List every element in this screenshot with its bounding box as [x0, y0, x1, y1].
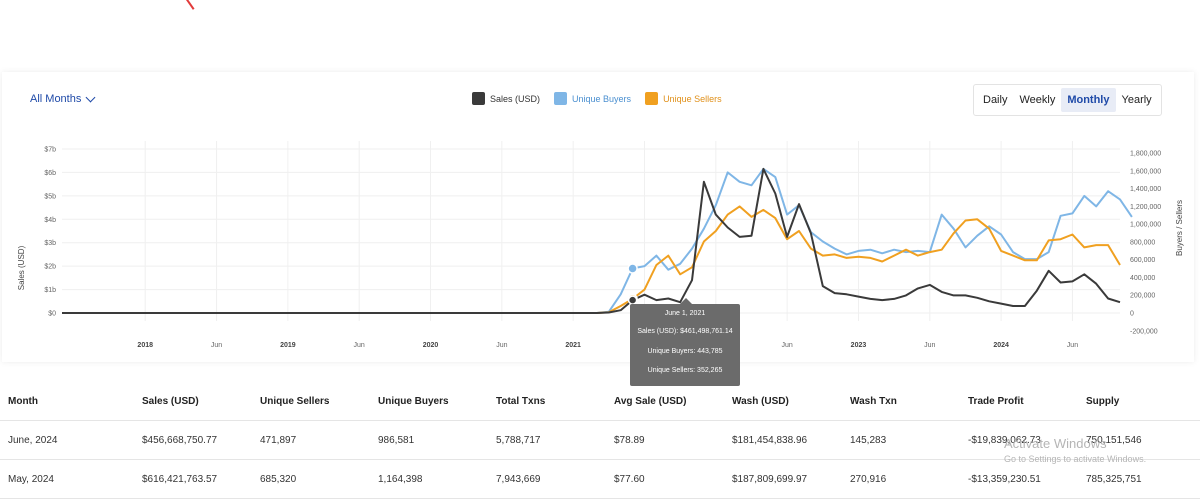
period-weekly-button[interactable]: Weekly — [1019, 94, 1056, 106]
y-right-tick-label: 1,000,000 — [1130, 222, 1161, 229]
tooltip-date: June 1, 2021 — [664, 310, 706, 317]
y-left-tick-label: $0 — [48, 311, 56, 318]
y-right-tick-label: 400,000 — [1130, 275, 1155, 282]
y-left-axis-title: Sales (USD) — [17, 245, 26, 290]
monthly-data-table: Month Sales (USD) Unique Sellers Unique … — [0, 382, 1200, 499]
cell-unique-sellers: 471,897 — [252, 420, 370, 460]
x-tick-label: 2018 — [137, 342, 153, 349]
cell-avg-sale: $77.60 — [606, 459, 724, 499]
col-supply[interactable]: Supply — [1078, 382, 1200, 421]
period-selector: Daily Weekly Monthly Yearly — [973, 84, 1162, 116]
cell-supply: 785,325,751 — [1078, 459, 1200, 499]
cell-supply: 750,151,546 — [1078, 420, 1200, 460]
cell-unique-sellers: 685,320 — [252, 459, 370, 499]
chart-legend: Sales (USD) Unique Buyers Unique Sellers — [472, 92, 722, 105]
y-right-tick-label: 1,200,000 — [1130, 204, 1161, 211]
cell-sales: $616,421,763.57 — [134, 459, 252, 499]
table-header-row: Month Sales (USD) Unique Sellers Unique … — [0, 382, 1200, 421]
cell-trade-profit: -$13,359,230.51 — [960, 459, 1078, 499]
x-tick-label: 2021 — [565, 342, 581, 349]
series-line-unique-sellers — [62, 205, 1121, 314]
y-right-tick-label: 1,800,000 — [1130, 151, 1161, 158]
table-row[interactable]: June, 2024 $456,668,750.77 471,897 986,5… — [0, 420, 1200, 460]
series-line-sales-usd — [62, 167, 1121, 314]
y-left-tick-label: $2b — [44, 264, 56, 271]
legend-label-sellers: Unique Sellers — [663, 93, 722, 104]
y-right-tick-label: 800,000 — [1130, 239, 1155, 246]
x-tick-label: Jun — [924, 342, 935, 349]
cell-month: May, 2024 — [0, 459, 134, 499]
col-trade-profit[interactable]: Trade Profit — [960, 382, 1078, 421]
tooltip-buyers: Unique Buyers: 443,785 — [647, 348, 723, 355]
legend-swatch-sellers — [645, 92, 659, 105]
legend-label-buyers: Unique Buyers — [572, 93, 632, 104]
x-tick-label: 2023 — [851, 342, 867, 349]
series-line-unique-buyers — [62, 167, 1133, 314]
chart-tooltip: June 1, 2021 Sales (USD): $461,498,761.1… — [630, 298, 740, 386]
legend-label-sales: Sales (USD) — [490, 93, 541, 104]
y-right-tick-label: 0 — [1130, 311, 1134, 318]
tooltip-sellers: Unique Sellers: 352,265 — [647, 367, 723, 374]
tooltip-sales: Sales (USD): $461,498,761.14 — [637, 328, 733, 335]
x-tick-label: Jun — [496, 342, 507, 349]
y-right-tick-label: 200,000 — [1130, 293, 1155, 300]
chevron-down-icon — [85, 92, 96, 102]
legend-swatch-sales — [472, 92, 485, 105]
y-left-tick-label: $7b — [44, 147, 56, 154]
cursor-mark — [186, 0, 195, 10]
col-wash-usd[interactable]: Wash (USD) — [724, 382, 842, 421]
col-unique-sellers[interactable]: Unique Sellers — [252, 382, 370, 421]
cell-wash-usd: $187,809,699.97 — [724, 459, 842, 499]
x-tick-label: 2020 — [423, 342, 439, 349]
y-left-tick-label: $3b — [44, 240, 56, 247]
y-left-tick-label: $4b — [44, 217, 56, 224]
y-right-tick-label: -200,000 — [1130, 328, 1158, 335]
period-yearly-button[interactable]: Yearly — [1121, 94, 1152, 106]
cell-total-txns: 5,788,717 — [488, 420, 606, 460]
y-right-tick-label: 1,600,000 — [1130, 168, 1161, 175]
legend-item-sellers[interactable]: Unique Sellers — [645, 92, 722, 105]
cell-month: June, 2024 — [0, 420, 134, 460]
y-left-tick-label: $1b — [44, 287, 56, 294]
col-total-txns[interactable]: Total Txns — [488, 382, 606, 421]
months-dropdown[interactable]: All Months — [30, 92, 96, 105]
y-left-tick-label: $6b — [44, 170, 56, 177]
line-chart[interactable]: $0 $1b $2b $3b $4b $5b $6b $7b -200,000 0 200,000 4… — [2, 127, 1194, 362]
legend-item-sales[interactable]: Sales (USD) — [472, 92, 540, 105]
x-tick-label: Jun — [354, 342, 365, 349]
table-row[interactable]: May, 2024 $616,421,763.57 685,320 1,164,… — [0, 459, 1200, 499]
x-tick-label: Jun — [211, 342, 222, 349]
x-tick-label: 2019 — [280, 342, 296, 349]
col-sales[interactable]: Sales (USD) — [134, 382, 252, 421]
cell-total-txns: 7,943,669 — [488, 459, 606, 499]
cell-unique-buyers: 986,581 — [370, 420, 488, 460]
cell-trade-profit: -$19,839,062.73 — [960, 420, 1078, 460]
cell-wash-txn: 270,916 — [842, 459, 960, 499]
x-tick-label: Jun — [1067, 342, 1078, 349]
x-tick-label: 2024 — [993, 342, 1009, 349]
months-dropdown-label: All Months — [30, 93, 82, 105]
highlight-point-sales — [627, 295, 638, 305]
cell-sales: $456,668,750.77 — [134, 420, 252, 460]
y-right-tick-label: 600,000 — [1130, 257, 1155, 264]
legend-item-buyers[interactable]: Unique Buyers — [554, 92, 631, 105]
col-wash-txn[interactable]: Wash Txn — [842, 382, 960, 421]
chart-card: All Months Sales (USD) Unique Buyers Uni… — [2, 72, 1194, 386]
highlight-point-buyers — [627, 263, 638, 274]
y-right-tick-label: 1,400,000 — [1130, 186, 1161, 193]
period-daily-button[interactable]: Daily — [983, 94, 1008, 106]
cell-unique-buyers: 1,164,398 — [370, 459, 488, 499]
legend-swatch-buyers — [554, 92, 568, 105]
top-bar — [0, 0, 1200, 70]
y-left-tick-label: $5b — [44, 193, 56, 200]
cell-wash-txn: 145,283 — [842, 420, 960, 460]
cell-wash-usd: $181,454,838.96 — [724, 420, 842, 460]
cell-avg-sale: $78.89 — [606, 420, 724, 460]
col-unique-buyers[interactable]: Unique Buyers — [370, 382, 488, 421]
col-month[interactable]: Month — [0, 382, 134, 421]
period-monthly-button[interactable]: Monthly — [1061, 88, 1116, 112]
x-tick-label: Jun — [781, 342, 792, 349]
y-right-axis-title: Buyers / Sellers — [1175, 200, 1184, 256]
col-avg-sale[interactable]: Avg Sale (USD) — [606, 382, 724, 421]
